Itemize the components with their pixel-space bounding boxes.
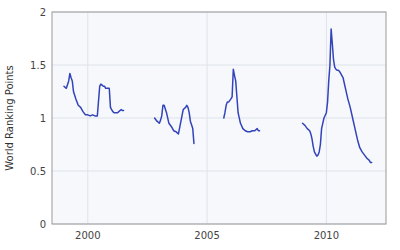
y-tick-label: 1.5 (30, 60, 46, 71)
data-line (155, 105, 194, 143)
x-tick-label: 2000 (75, 230, 100, 241)
y-grid-line (52, 65, 386, 66)
x-grid-line (326, 12, 327, 224)
x-tick-label: 2010 (314, 230, 339, 241)
y-tick-label: 0 (40, 219, 46, 230)
y-axis-label: World Ranking Points (4, 65, 15, 171)
x-tick-label: 2005 (194, 230, 219, 241)
chart: 0 0.5 1 1.5 2 2000 2005 2010 World Ranking Point… (0, 0, 400, 250)
y-tick-label: 2 (40, 7, 46, 18)
y-grid-line (52, 171, 386, 172)
plot-area (52, 12, 386, 224)
data-line (303, 29, 372, 163)
data-line (224, 69, 260, 132)
data-line (64, 73, 124, 115)
grid (52, 12, 386, 224)
lines (64, 29, 372, 163)
plot-frame (52, 12, 386, 224)
y-tick-label: 0.5 (30, 166, 46, 177)
x-grid-line (207, 12, 208, 224)
x-grid-line (87, 12, 88, 224)
y-tick-label: 1 (40, 113, 46, 124)
ticks: 0 0.5 1 1.5 2 2000 2005 2010 (30, 7, 339, 242)
y-grid-line (52, 118, 386, 119)
